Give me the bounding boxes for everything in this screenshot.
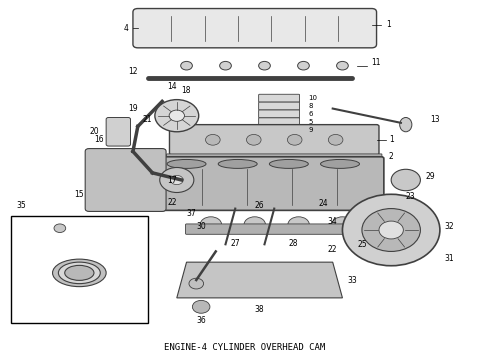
Text: 16: 16 — [94, 135, 104, 144]
FancyBboxPatch shape — [259, 126, 299, 134]
Text: 37: 37 — [187, 210, 196, 219]
Circle shape — [160, 167, 194, 193]
Text: 15: 15 — [74, 190, 84, 199]
Circle shape — [259, 62, 270, 70]
Circle shape — [155, 100, 199, 132]
Text: 1: 1 — [386, 20, 391, 29]
Text: 18: 18 — [182, 86, 191, 95]
Text: 32: 32 — [445, 222, 454, 231]
Ellipse shape — [65, 265, 94, 280]
Text: 34: 34 — [328, 217, 338, 226]
Ellipse shape — [218, 159, 257, 168]
Text: 12: 12 — [128, 67, 138, 76]
Text: 6: 6 — [308, 111, 313, 117]
Text: 27: 27 — [230, 239, 240, 248]
Polygon shape — [177, 262, 343, 298]
Text: 5: 5 — [308, 119, 313, 125]
Text: 4: 4 — [123, 24, 128, 33]
Text: 26: 26 — [255, 201, 265, 210]
Text: 29: 29 — [425, 172, 435, 181]
Circle shape — [391, 169, 420, 191]
Text: 31: 31 — [445, 254, 454, 263]
Text: 36: 36 — [196, 316, 206, 325]
Circle shape — [169, 110, 184, 121]
Text: 33: 33 — [347, 275, 357, 284]
FancyBboxPatch shape — [259, 110, 299, 118]
Circle shape — [205, 134, 220, 145]
Text: 9: 9 — [308, 127, 313, 132]
Text: ENGINE-4 CYLINDER OVERHEAD CAM: ENGINE-4 CYLINDER OVERHEAD CAM — [164, 343, 326, 352]
Text: 35: 35 — [16, 201, 26, 210]
FancyBboxPatch shape — [85, 149, 166, 211]
Circle shape — [328, 134, 343, 145]
Circle shape — [337, 62, 348, 70]
Text: 25: 25 — [357, 240, 367, 249]
Circle shape — [181, 62, 193, 70]
Circle shape — [220, 62, 231, 70]
Circle shape — [288, 134, 302, 145]
FancyBboxPatch shape — [259, 118, 299, 126]
Circle shape — [379, 221, 403, 239]
FancyBboxPatch shape — [133, 9, 376, 48]
Text: 17: 17 — [167, 176, 177, 185]
Text: 20: 20 — [89, 127, 99, 136]
Text: 10: 10 — [308, 95, 318, 101]
Text: 11: 11 — [372, 58, 381, 67]
Text: 23: 23 — [406, 192, 416, 201]
Ellipse shape — [320, 159, 360, 168]
Circle shape — [193, 300, 210, 313]
Ellipse shape — [400, 117, 412, 132]
Ellipse shape — [52, 259, 106, 287]
Text: 22: 22 — [328, 245, 337, 254]
Bar — [11, 216, 147, 323]
Circle shape — [288, 217, 309, 233]
Ellipse shape — [167, 159, 206, 168]
Text: 2: 2 — [389, 152, 393, 161]
Circle shape — [244, 217, 266, 233]
Text: 28: 28 — [289, 239, 298, 248]
Text: 24: 24 — [318, 199, 328, 208]
Circle shape — [246, 134, 261, 145]
Circle shape — [200, 217, 221, 233]
Circle shape — [343, 194, 440, 266]
Text: 38: 38 — [255, 305, 265, 314]
Text: 19: 19 — [128, 104, 138, 113]
Text: 21: 21 — [143, 116, 152, 125]
FancyBboxPatch shape — [170, 125, 379, 155]
Text: 30: 30 — [196, 222, 206, 231]
Circle shape — [54, 224, 66, 233]
FancyBboxPatch shape — [155, 157, 384, 210]
FancyBboxPatch shape — [106, 117, 130, 146]
Circle shape — [297, 62, 309, 70]
FancyBboxPatch shape — [186, 224, 373, 234]
Circle shape — [332, 217, 353, 233]
Text: 13: 13 — [430, 115, 440, 124]
Text: 1: 1 — [389, 135, 393, 144]
FancyBboxPatch shape — [259, 102, 299, 110]
Text: 14: 14 — [167, 82, 177, 91]
FancyBboxPatch shape — [259, 94, 299, 102]
Circle shape — [362, 208, 420, 251]
FancyBboxPatch shape — [167, 154, 382, 159]
Ellipse shape — [270, 159, 308, 168]
Text: 8: 8 — [308, 103, 313, 109]
Ellipse shape — [58, 262, 100, 284]
Text: 22: 22 — [167, 198, 177, 207]
Circle shape — [171, 175, 183, 185]
Circle shape — [189, 278, 203, 289]
